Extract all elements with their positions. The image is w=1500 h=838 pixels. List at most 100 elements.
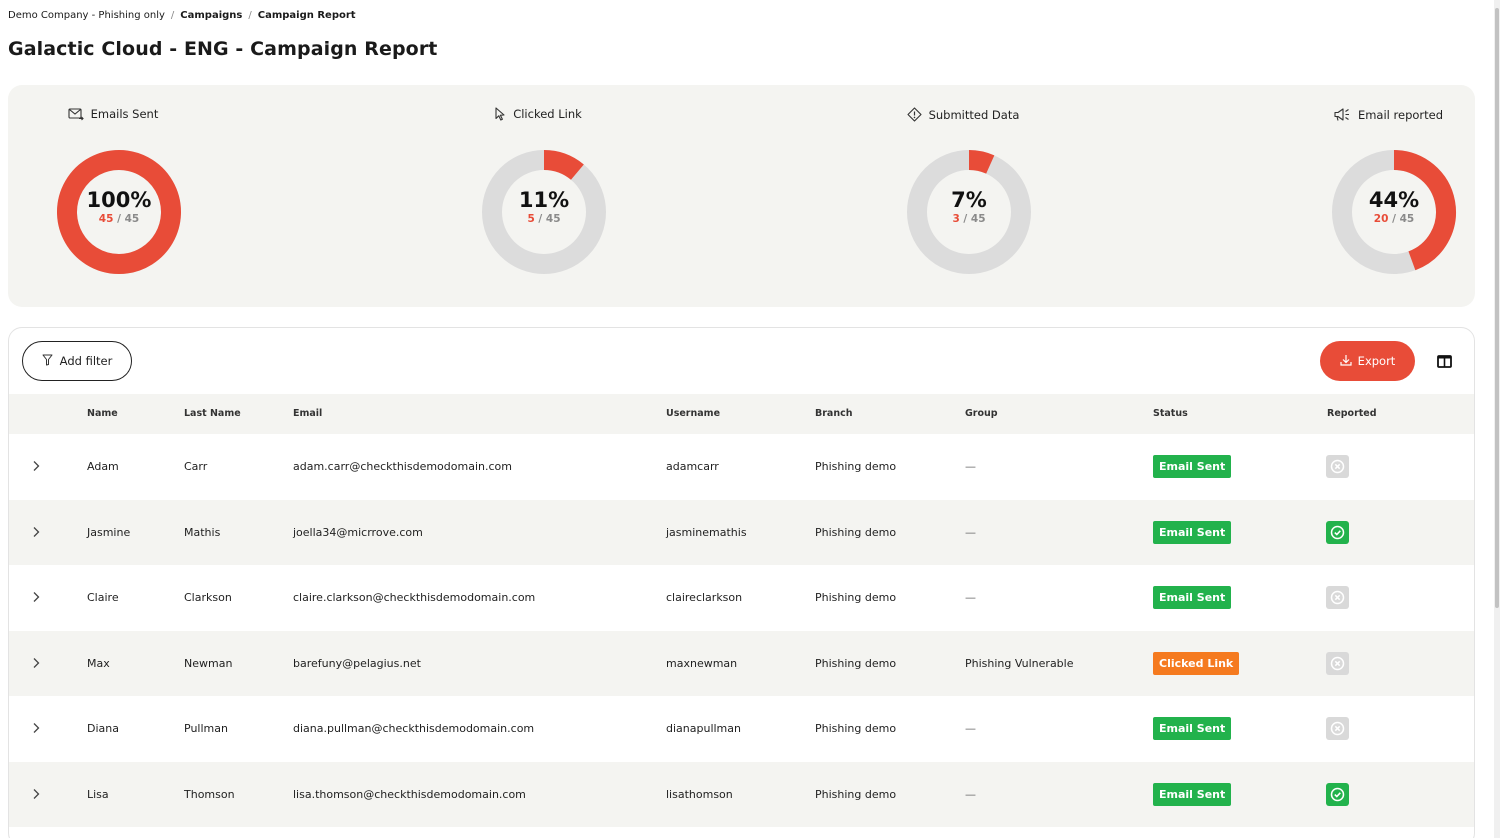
cell-name: Lisa: [87, 787, 109, 801]
cell-username: maxnewman: [666, 656, 738, 670]
table-row[interactable]: Diana Pullman diana.pullman@checkthisdemod…: [9, 696, 1474, 761]
breadcrumb-separator: /: [248, 10, 252, 21]
chevron-right-icon[interactable]: [28, 589, 44, 605]
cell-last-name: Pullman: [184, 722, 228, 735]
cell-branch: Phishing demo: [815, 460, 897, 473]
scrollbar-thumb[interactable]: [1495, 8, 1499, 608]
chevron-right-icon[interactable]: [28, 524, 44, 540]
breadcrumb-current: Campaign Report: [257, 10, 356, 21]
cell-username: dianapullman: [666, 722, 741, 735]
cell-last-name: Clarkson: [184, 591, 232, 604]
stat-total: 45: [124, 213, 140, 225]
column-header-last-name[interactable]: Last Name: [184, 408, 241, 419]
donut-chart: 7% 3 / 45: [905, 148, 1033, 276]
cell-username: lisathomson: [666, 787, 733, 801]
cell-branch: Phishing demo: [815, 525, 897, 539]
stat-count: 20: [1373, 213, 1389, 225]
megaphone-icon: [1333, 107, 1351, 122]
donut-chart: 11% 5 / 45: [480, 148, 608, 276]
stat-percent: 100%: [86, 188, 152, 212]
not-reported-x-icon: [1326, 651, 1349, 675]
status-badge: Email Sent: [1153, 520, 1232, 544]
cell-group: —: [965, 525, 976, 539]
cell-name: Max: [87, 656, 110, 670]
column-header-branch[interactable]: Branch: [815, 408, 853, 419]
cell-name: Claire: [87, 591, 119, 604]
stat-count: 5: [527, 213, 535, 225]
breadcrumb: Demo Company - Phishing only / Campaigns…: [8, 10, 356, 21]
stat-percent: 44%: [1368, 188, 1420, 212]
stats-panel: Emails Sent 100% 45 / 45 Clicked Link 11…: [8, 85, 1475, 307]
cell-name: Diana: [87, 722, 119, 735]
cell-username: jasminemathis: [666, 525, 747, 539]
cell-email: joella34@micrrove.com: [293, 525, 423, 539]
cell-last-name: Thomson: [184, 787, 235, 801]
table-row[interactable]: Adam Carr adam.carr@checkthisdemodomain.co…: [9, 434, 1474, 499]
stat-label: Submitted Data: [928, 107, 1020, 122]
column-header-reported[interactable]: Reported: [1327, 408, 1377, 419]
stat-label: Emails Sent: [90, 107, 159, 121]
breadcrumb-campaigns[interactable]: Campaigns: [180, 10, 243, 21]
cell-group: —: [965, 787, 976, 801]
email-sent-icon: [68, 107, 84, 121]
cell-group: —: [965, 591, 976, 604]
status-badge: Email Sent: [1153, 455, 1232, 478]
breadcrumb-separator: /: [170, 10, 175, 21]
cell-email: diana.pullman@checkthisdemodomain.com: [293, 722, 535, 735]
stat-total: 45: [545, 213, 561, 225]
column-header-group[interactable]: Group: [965, 408, 998, 419]
export-label: Export: [1357, 354, 1396, 368]
stat-submitted-data: Submitted Data 7% 3 / 45: [873, 85, 1053, 307]
table-row[interactable]: Claire Clarkson claire.clarkson@checkthisd…: [9, 565, 1474, 630]
page-title: Galactic Cloud - ENG - Campaign Report: [8, 38, 438, 60]
download-icon: [1340, 354, 1352, 369]
fraction-separator: /: [117, 213, 121, 225]
cell-email: claire.clarkson@checkthisdemodomain.com: [293, 591, 536, 604]
not-reported-x-icon: [1326, 455, 1349, 478]
cell-group: —: [965, 460, 976, 473]
fraction-separator: /: [1392, 213, 1396, 225]
breadcrumb-company[interactable]: Demo Company - Phishing only: [8, 10, 165, 21]
not-reported-x-icon: [1326, 717, 1349, 740]
table-row[interactable]: Lisa Thomson lisa.thomson@checkthisdemodom…: [9, 761, 1474, 827]
table-header: Name Last Name Email Username Branch Gro…: [9, 394, 1474, 434]
fraction-separator: /: [538, 213, 543, 225]
cell-name: Jasmine: [87, 525, 131, 539]
table-row[interactable]: Jasmine Mathis joella34@micrrove.com jasmin…: [9, 499, 1474, 565]
filter-icon: [42, 354, 53, 369]
column-header-name[interactable]: Name: [87, 408, 118, 419]
table-row[interactable]: Max Newman barefuny@pelagius.net maxnewman P…: [9, 630, 1474, 696]
chevron-right-icon[interactable]: [28, 720, 44, 736]
alert-diamond-icon: [907, 107, 922, 122]
export-button[interactable]: Export: [1320, 341, 1415, 381]
chevron-right-icon[interactable]: [28, 655, 44, 671]
column-header-username[interactable]: Username: [666, 408, 721, 419]
stat-label: Clicked Link: [513, 107, 582, 121]
cell-email: barefuny@pelagius.net: [293, 656, 421, 670]
cell-last-name: Carr: [184, 460, 208, 473]
column-header-status[interactable]: Status: [1153, 408, 1188, 419]
cell-username: claireclarkson: [666, 591, 743, 604]
chevron-right-icon[interactable]: [28, 786, 44, 802]
page-scrollbar[interactable]: [1494, 0, 1500, 838]
reported-check-icon: [1326, 782, 1349, 806]
stat-count: 3: [952, 213, 960, 225]
cell-email: adam.carr@checkthisdemodomain.com: [293, 460, 512, 473]
add-filter-button[interactable]: Add filter: [22, 341, 132, 381]
not-reported-x-icon: [1326, 586, 1349, 609]
stat-email-reported: Email reported 44% 20 / 45: [1298, 85, 1478, 307]
column-header-email[interactable]: Email: [293, 408, 323, 419]
stat-percent: 7%: [951, 188, 987, 212]
fraction-separator: /: [963, 213, 968, 225]
cell-last-name: Newman: [184, 656, 233, 670]
chevron-right-icon[interactable]: [28, 458, 44, 474]
stat-emails-sent: Emails Sent 100% 45 / 45: [23, 85, 203, 307]
stat-total: 45: [1399, 213, 1415, 225]
recipients-table-card: Add filter Export Name Last Name Email U…: [8, 327, 1475, 838]
cell-email: lisa.thomson@checkthisdemodomain.com: [293, 787, 526, 801]
stat-count: 45: [98, 213, 114, 225]
columns-icon[interactable]: [1435, 352, 1453, 370]
status-badge: Email Sent: [1153, 586, 1232, 609]
stat-label: Email reported: [1357, 107, 1444, 122]
add-filter-label: Add filter: [59, 354, 113, 368]
